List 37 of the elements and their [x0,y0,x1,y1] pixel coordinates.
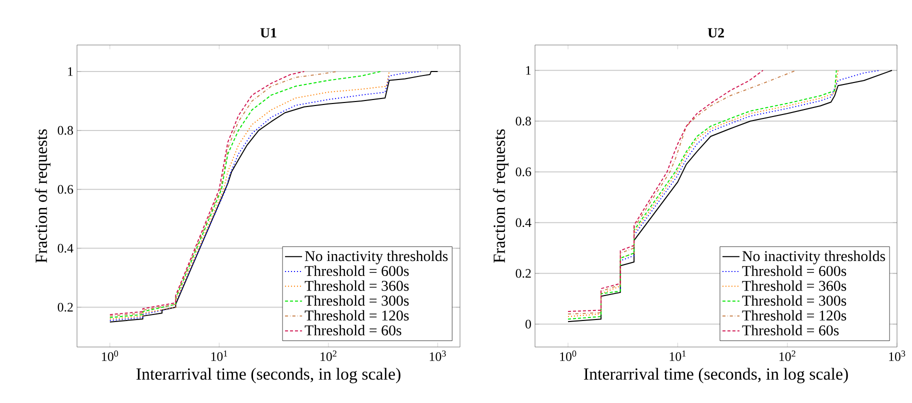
x-tick-label: 10$^{0}$ [102,350,118,362]
y-tick-label: 0.8 [58,126,73,135]
y-tick-label: 0.2 [516,269,531,278]
y-tick-label: 0 [526,320,531,329]
x-tick-label: 10$^{2}$ [320,350,336,361]
y-tick-label: 0.4 [516,218,532,228]
legend-label: Threshold = 600s [742,266,846,276]
legend-label: No inactivity thresholds [742,250,886,264]
y-axis-title: Fraction of requests [492,129,508,263]
y-tick-label: 0.6 [516,167,532,176]
y-tick-label: 1 [68,67,73,76]
legend-label: Threshold = 120s [304,310,409,321]
y-tick-label: 1 [526,66,531,75]
x-axis-title: Interarrival time (seconds, in log scale) [136,368,400,384]
chart-title: U2 [708,28,724,38]
x-axis-title: Interarrival time (seconds, in log scale) [584,368,848,384]
legend-label: Threshold = 60s [742,324,839,336]
x-tick-label: 10$^{3}$ [430,350,446,361]
x-tick-label: 10$^{1}$ [670,350,686,361]
y-tick-label: 0.8 [516,116,531,126]
x-tick-label: 10$^{0}$ [560,350,576,362]
y-tick-label: 0.4 [58,244,74,253]
legend-label: Threshold = 120s [742,310,846,321]
y-axis-title: Fraction of requests [34,129,50,263]
legend-label: Threshold = 300s [742,295,846,306]
y-tick-label: 0.6 [58,184,74,194]
legend-label: Threshold = 60s [304,324,402,336]
legend-label: Threshold = 360s [742,280,846,291]
x-tick-label: 10$^{3}$ [889,350,906,361]
legend-label: Threshold = 600s [304,266,409,276]
x-tick-label: 10$^{2}$ [779,350,796,361]
legend-label: No inactivity thresholds [304,250,448,264]
y-tick-label: 0.2 [58,302,73,312]
legend-label: Threshold = 300s [304,295,409,306]
x-tick-label: 10$^{1}$ [211,350,228,361]
legend-label: Threshold = 360s [304,280,409,291]
chart-title: U1 [260,28,276,38]
